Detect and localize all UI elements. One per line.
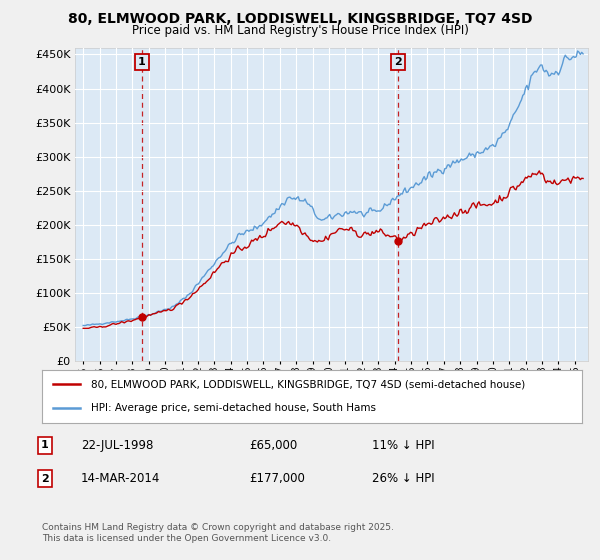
Text: 1: 1 bbox=[137, 57, 145, 67]
Text: 80, ELMWOOD PARK, LODDISWELL, KINGSBRIDGE, TQ7 4SD (semi-detached house): 80, ELMWOOD PARK, LODDISWELL, KINGSBRIDG… bbox=[91, 380, 525, 390]
Text: Price paid vs. HM Land Registry's House Price Index (HPI): Price paid vs. HM Land Registry's House … bbox=[131, 24, 469, 36]
Text: Contains HM Land Registry data © Crown copyright and database right 2025.
This d: Contains HM Land Registry data © Crown c… bbox=[42, 524, 394, 543]
Text: £65,000: £65,000 bbox=[249, 438, 297, 452]
Text: 2: 2 bbox=[41, 474, 49, 484]
Text: 26% ↓ HPI: 26% ↓ HPI bbox=[372, 472, 434, 486]
Text: 11% ↓ HPI: 11% ↓ HPI bbox=[372, 438, 434, 452]
Text: 14-MAR-2014: 14-MAR-2014 bbox=[81, 472, 160, 486]
Text: £177,000: £177,000 bbox=[249, 472, 305, 486]
Text: 2: 2 bbox=[394, 57, 402, 67]
Text: 1: 1 bbox=[41, 440, 49, 450]
Text: 80, ELMWOOD PARK, LODDISWELL, KINGSBRIDGE, TQ7 4SD: 80, ELMWOOD PARK, LODDISWELL, KINGSBRIDG… bbox=[68, 12, 532, 26]
Text: 22-JUL-1998: 22-JUL-1998 bbox=[81, 438, 154, 452]
Text: HPI: Average price, semi-detached house, South Hams: HPI: Average price, semi-detached house,… bbox=[91, 403, 376, 413]
